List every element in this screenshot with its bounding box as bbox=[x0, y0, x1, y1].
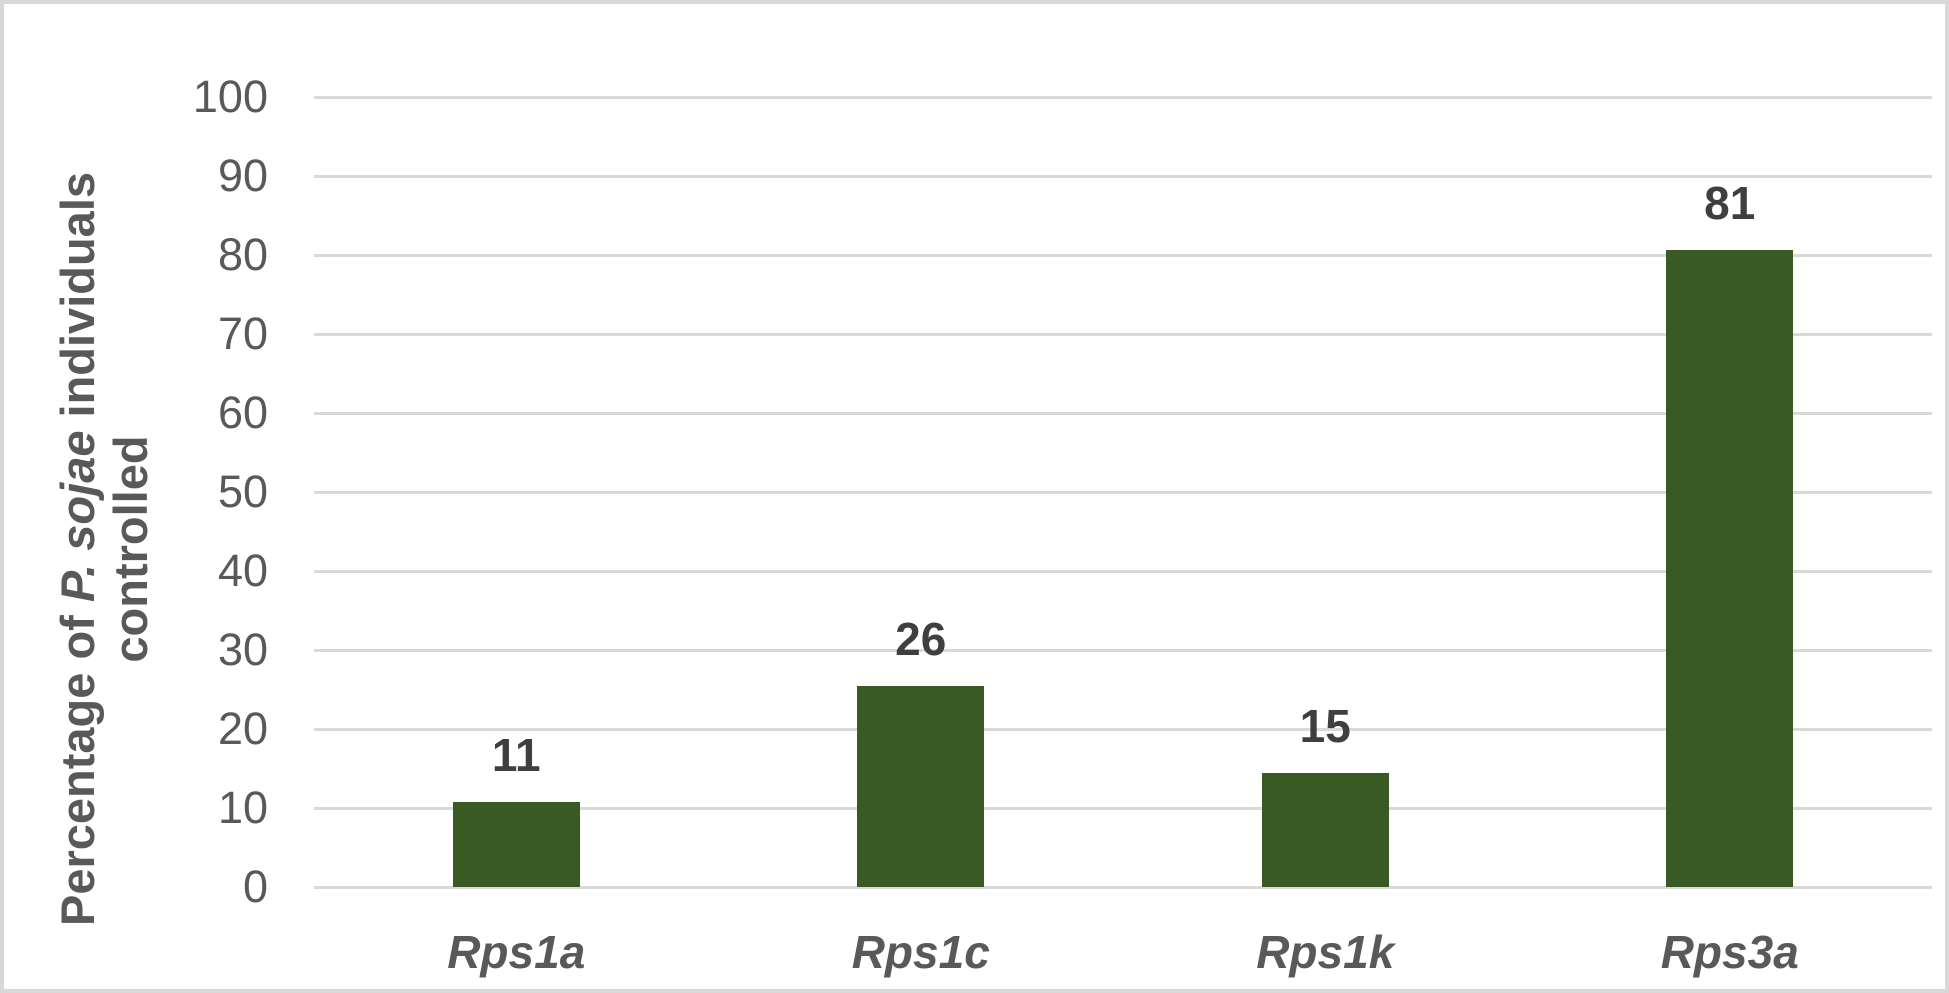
category-label-Rps3a: Rps3a bbox=[1660, 926, 1799, 978]
y-tick-label-90: 90 bbox=[217, 150, 268, 201]
bar-Rps1c bbox=[857, 685, 985, 887]
gridline-70 bbox=[314, 332, 1932, 336]
data-label-Rps1k: 15 bbox=[1299, 700, 1351, 753]
data-label-Rps1a: 11 bbox=[491, 729, 541, 782]
data-label-Rps1c: 26 bbox=[895, 612, 947, 665]
y-tick-label-50: 50 bbox=[217, 466, 268, 517]
y-tick-label-80: 80 bbox=[217, 229, 268, 280]
y-tick-label-100: 100 bbox=[192, 71, 268, 122]
gridline-40 bbox=[314, 569, 1932, 573]
category-label-Rps1a: Rps1a bbox=[447, 926, 586, 978]
y-tick-label-70: 70 bbox=[217, 308, 268, 359]
gridline-30 bbox=[314, 648, 1932, 652]
y-tick-label-0: 0 bbox=[242, 861, 268, 912]
data-label-Rps3a: 81 bbox=[1704, 177, 1756, 230]
y-tick-label-30: 30 bbox=[217, 624, 268, 675]
gridline-100 bbox=[314, 95, 1932, 99]
gridline-60 bbox=[314, 411, 1932, 415]
bar-Rps1a bbox=[452, 802, 580, 887]
y-tick-label-40: 40 bbox=[217, 545, 268, 596]
y-tick-label-60: 60 bbox=[217, 387, 268, 438]
bar-Rps1k bbox=[1261, 773, 1389, 887]
gridline-50 bbox=[314, 490, 1932, 494]
category-label-Rps1c: Rps1c bbox=[851, 926, 990, 978]
gridline-90 bbox=[314, 174, 1932, 178]
gridline-20 bbox=[314, 727, 1932, 731]
bar-Rps3a bbox=[1666, 250, 1794, 887]
y-tick-label-20: 20 bbox=[217, 703, 268, 754]
gridline-0 bbox=[314, 885, 1932, 889]
category-label-Rps1k: Rps1k bbox=[1256, 926, 1395, 978]
gridline-10 bbox=[314, 806, 1932, 810]
gridline-80 bbox=[314, 253, 1932, 257]
y-tick-label-10: 10 bbox=[217, 782, 268, 833]
